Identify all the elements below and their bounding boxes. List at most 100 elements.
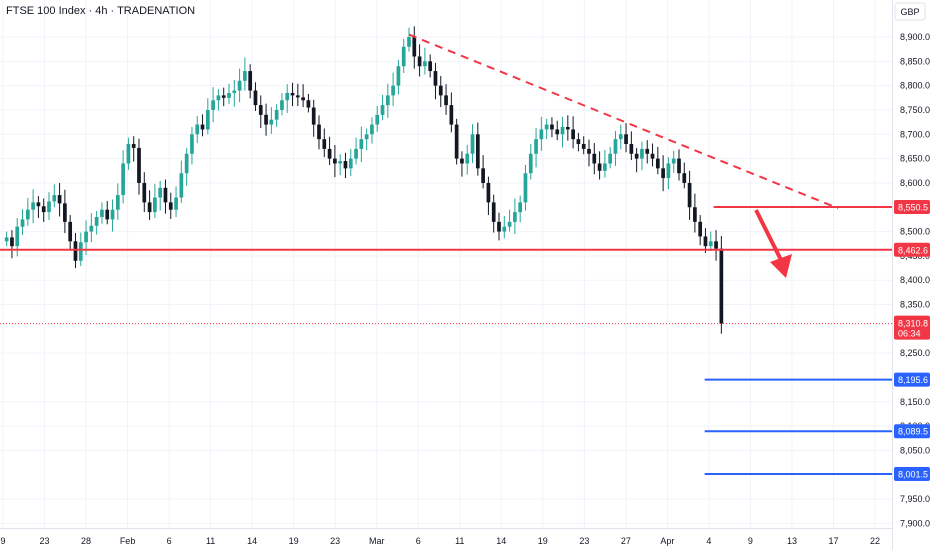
candle-body [491, 202, 496, 222]
candle-body [708, 241, 713, 247]
candle-body [147, 202, 152, 213]
candle-body [640, 148, 644, 159]
candle-body [264, 114, 268, 125]
candle-body [274, 109, 279, 120]
candle-body [417, 56, 422, 67]
candle-body [221, 95, 226, 98]
chart-header: FTSE 100 Index · 4h · TRADENATION [6, 5, 195, 17]
candle-body [396, 66, 401, 86]
candle-body [481, 168, 485, 183]
candle-body [36, 202, 41, 207]
candle-body [174, 197, 178, 210]
candle-body [423, 61, 427, 67]
candle-body [89, 225, 94, 232]
y-tick-label: 7,950.0 [900, 494, 930, 504]
candle-body [142, 182, 147, 203]
candle-body [650, 153, 655, 159]
symbol-title: FTSE 100 Index · 4h · TRADENATION [6, 5, 196, 17]
x-tick-label: 11 [455, 536, 464, 546]
candle-body [428, 61, 433, 72]
x-tick-label: 14 [247, 536, 257, 546]
candle-body [687, 182, 692, 208]
candle-body [100, 209, 104, 217]
support-price-tag-text: 8,089.5 [898, 427, 928, 437]
descending-trendline[interactable] [408, 33, 839, 210]
candle-body [460, 158, 464, 164]
candle-body [258, 105, 263, 115]
support-price-tag-text: 8,195.6 [898, 375, 928, 385]
candle-body [375, 114, 380, 125]
y-tick-label: 8,650.0 [900, 154, 930, 164]
candle-body [121, 163, 125, 196]
candle-body [333, 158, 337, 164]
candle-body [555, 129, 560, 135]
candle-body [703, 236, 708, 247]
x-tick-label: Feb [120, 536, 136, 546]
candle-body [380, 105, 385, 115]
candle-body [682, 173, 687, 183]
candle-body [301, 97, 305, 101]
candle-body [624, 134, 628, 145]
x-tick-label: 6 [167, 536, 172, 546]
candle-body [243, 71, 247, 81]
candle-body [613, 139, 618, 154]
candle-body [719, 248, 724, 324]
candle-body [465, 153, 470, 164]
candle-body [565, 127, 570, 130]
candle-body [597, 163, 602, 171]
candle-body [385, 95, 390, 106]
countdown-text: 06:34 [898, 329, 921, 339]
y-tick-label: 8,350.0 [900, 300, 930, 310]
candle-body [248, 71, 253, 91]
currency-box [894, 2, 926, 21]
support-price-tag [894, 372, 930, 387]
candle-body [486, 182, 491, 203]
currency-label: GBP [900, 7, 919, 17]
candle-body [200, 124, 205, 130]
candle-body [227, 92, 231, 98]
x-tick-label: 23 [579, 536, 589, 546]
candle-body [57, 195, 62, 204]
y-tick-label: 8,150.0 [900, 397, 930, 407]
candle-body [205, 109, 210, 130]
candle-body [534, 139, 538, 154]
candle-body [655, 158, 660, 169]
y-tick-label: 8,850.0 [900, 56, 930, 66]
bearish-arrow-head [770, 254, 792, 278]
candle-body [25, 209, 30, 220]
candle-body [592, 153, 597, 164]
candle-body [195, 124, 200, 135]
y-tick-label: 8,700.0 [900, 129, 930, 139]
y-tick-label: 8,750.0 [900, 105, 930, 115]
candle-body [507, 221, 512, 227]
candle-body [63, 203, 67, 222]
candle-body [31, 202, 35, 210]
candle-body [78, 242, 83, 261]
candle-body [311, 107, 316, 125]
candle-body [581, 144, 586, 149]
x-tick-label: 9 [748, 536, 753, 546]
candle-body [295, 95, 300, 98]
candle-body [15, 226, 20, 247]
x-tick-label: 22 [870, 536, 880, 546]
candle-body [608, 153, 613, 164]
y-tick-label: 8,050.0 [900, 445, 930, 455]
candle-body [253, 90, 258, 106]
candle-body [338, 161, 343, 164]
y-tick-label: 8,600.0 [900, 178, 930, 188]
resistance-price-tag-text: 8,550.5 [898, 203, 928, 213]
candle-body [412, 37, 417, 57]
candle-body [354, 148, 358, 159]
candle-body [211, 100, 215, 110]
x-tick-label: Mar [369, 536, 385, 546]
candle-body [41, 206, 46, 213]
candle-body [603, 163, 607, 171]
candle-body [576, 139, 581, 145]
candle-body [237, 80, 242, 91]
candle-body [327, 148, 332, 159]
candle-body [544, 124, 549, 130]
candle-body [184, 153, 189, 174]
candle-body [677, 158, 681, 174]
